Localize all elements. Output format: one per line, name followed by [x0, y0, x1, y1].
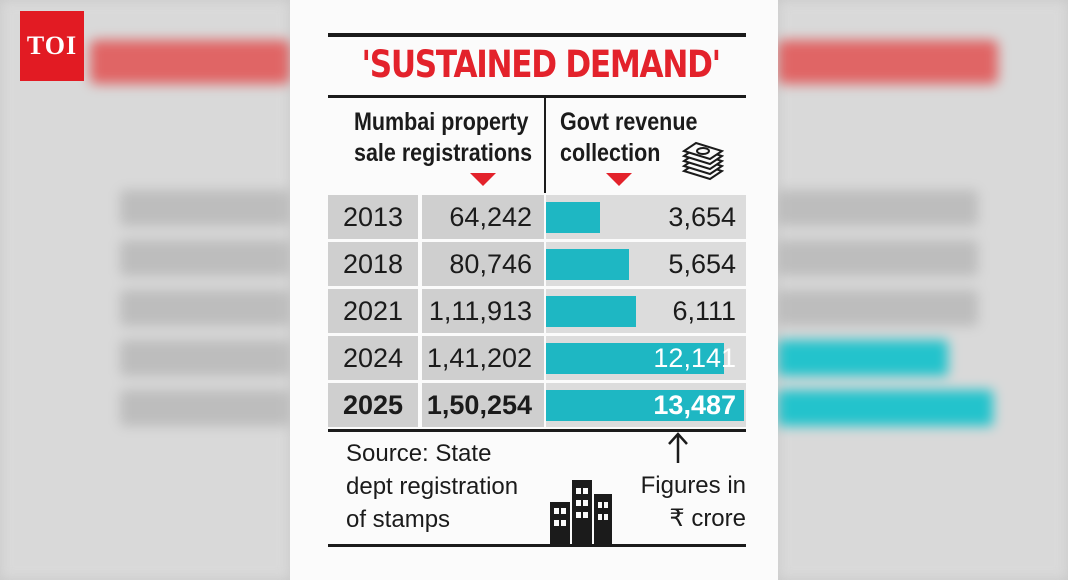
revenue-value: 3,654	[668, 201, 736, 232]
toi-logo[interactable]: TOI	[20, 11, 84, 81]
table-row: 2021 1,11,913 6,111	[328, 289, 746, 336]
revenue-cell: 3,654	[546, 195, 746, 239]
infographic-card: 'SUSTAINED DEMAND' Mumbai property sale …	[290, 0, 778, 580]
registrations-cell: 1,11,913	[422, 289, 544, 333]
revenue-bar	[546, 202, 600, 233]
building-icon	[550, 480, 612, 544]
up-arrow-icon	[668, 432, 688, 463]
revenue-cell: 13,487	[546, 383, 746, 427]
year-cell: 2024	[328, 336, 418, 380]
year-cell: 2021	[328, 289, 418, 333]
year-cell: 2025	[328, 383, 418, 427]
chart-title: 'SUSTAINED DEMAND'	[361, 43, 721, 86]
table-row: 2025 1,50,254 13,487	[328, 383, 746, 430]
registrations-header: Mumbai property sale registrations	[354, 108, 533, 167]
registrations-cell: 80,746	[422, 242, 544, 286]
units-note: Figures in ₹ crore	[640, 472, 746, 532]
down-triangle-icon	[470, 173, 496, 186]
year-cell: 2013	[328, 195, 418, 239]
revenue-header: Govt revenue collection	[560, 108, 698, 167]
revenue-cell: 6,111	[546, 289, 746, 333]
down-triangle-icon	[606, 173, 632, 186]
revenue-value: 5,654	[668, 248, 736, 279]
revenue-bar	[546, 343, 724, 374]
table-row: 2013 64,242 3,654	[328, 195, 746, 242]
revenue-value: 12,141	[653, 342, 736, 373]
revenue-value: 6,111	[672, 295, 736, 326]
table-row: 2018 80,746 5,654	[328, 242, 746, 289]
table-row: 2024 1,41,202 12,141	[328, 336, 746, 383]
revenue-cell: 12,141	[546, 336, 746, 380]
source-note: Source: State dept registration of stamp…	[346, 440, 519, 533]
background-blur-right	[778, 0, 1068, 580]
revenue-bar	[546, 249, 629, 280]
revenue-bar	[546, 296, 636, 327]
registrations-cell: 64,242	[422, 195, 544, 239]
revenue-bar	[546, 390, 744, 421]
registrations-cell: 1,41,202	[422, 336, 544, 380]
title-rule	[328, 95, 746, 98]
column-divider	[544, 96, 546, 193]
top-rule	[328, 33, 746, 37]
background-blur-left	[0, 0, 290, 580]
revenue-cell: 5,654	[546, 242, 746, 286]
year-cell: 2018	[328, 242, 418, 286]
revenue-value: 13,487	[653, 389, 736, 420]
table-bottom-rule	[328, 429, 746, 432]
money-stack-icon	[681, 141, 724, 181]
registrations-cell: 1,50,254	[422, 383, 544, 427]
infographic-panel: 'SUSTAINED DEMAND' Mumbai property sale …	[328, 33, 746, 547]
bottom-rule	[328, 544, 746, 547]
